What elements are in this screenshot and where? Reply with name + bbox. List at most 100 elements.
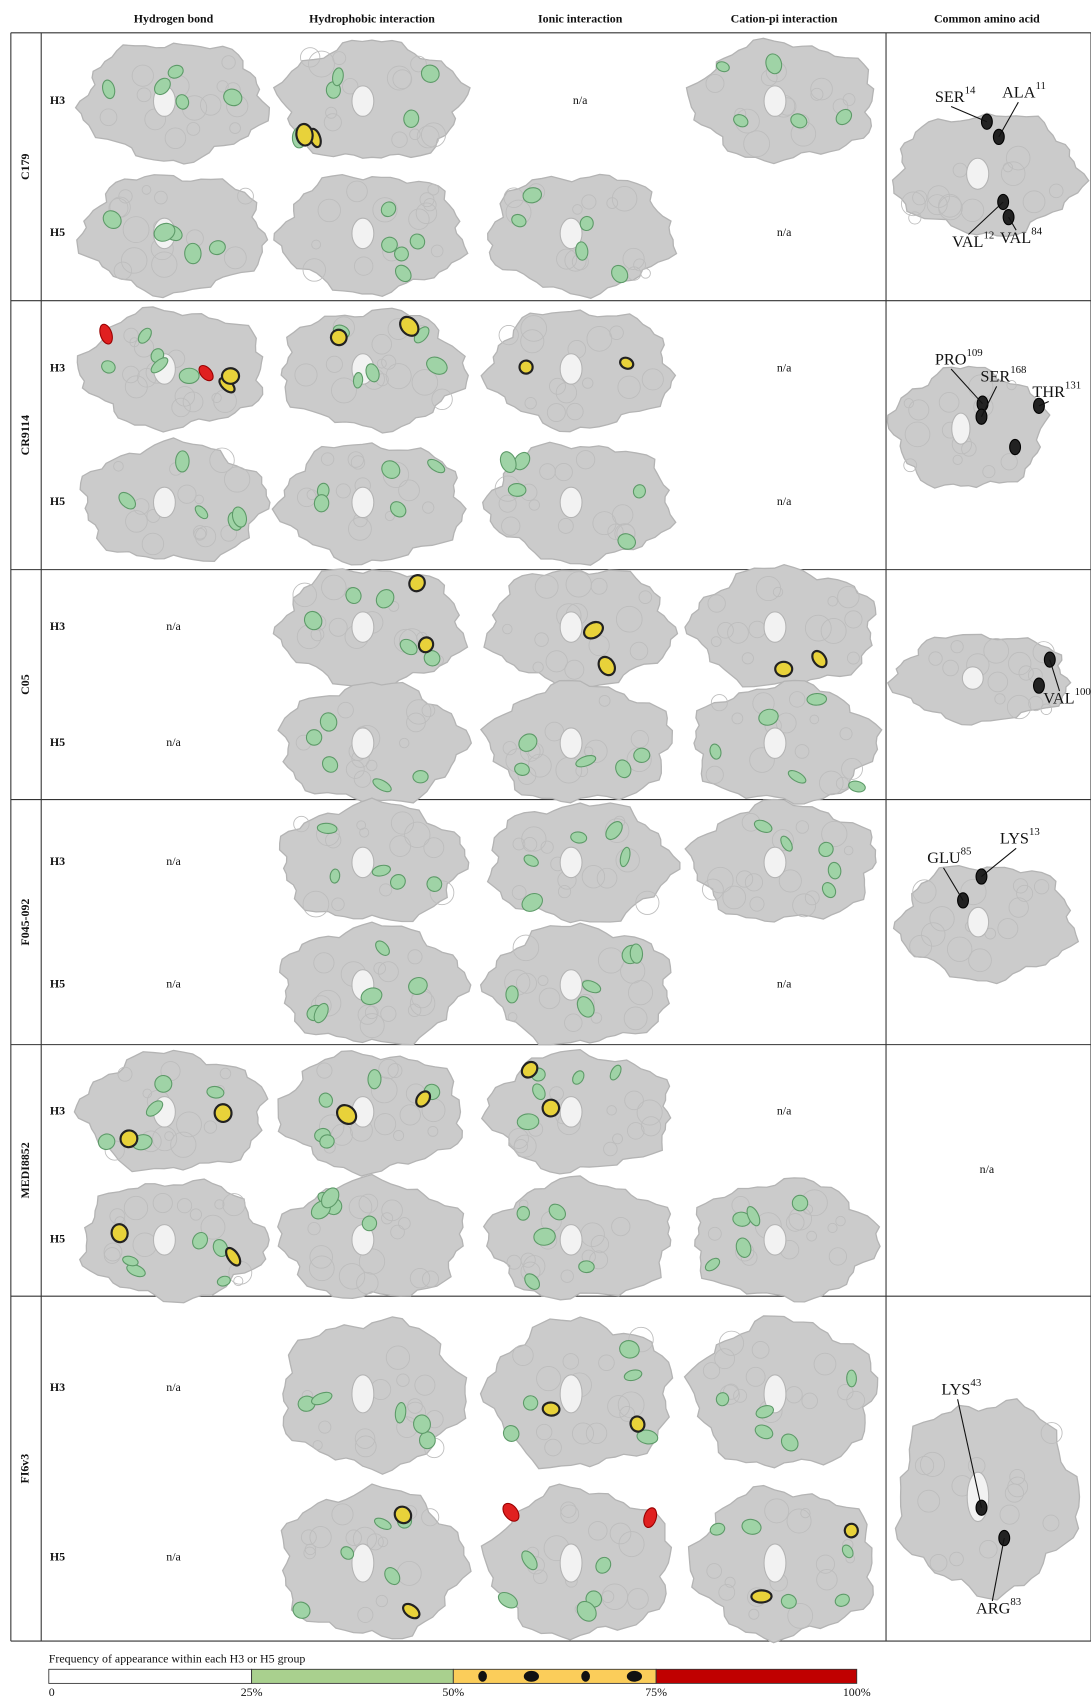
column-header: Hydrogen bond — [134, 12, 214, 26]
residue-label: THR131 — [1032, 380, 1081, 401]
pocket — [968, 907, 989, 937]
protein-surface — [888, 634, 1071, 725]
protein-surface — [76, 43, 270, 164]
residue-spot — [844, 1523, 859, 1538]
residue-spot — [542, 1402, 560, 1417]
surface — [695, 1178, 880, 1302]
protein-surface — [80, 1179, 269, 1303]
legend-tick: 50% — [442, 1685, 464, 1699]
residue-spot — [792, 1195, 808, 1211]
na-text: n/a — [166, 1549, 181, 1563]
antibody-name: CR9114 — [18, 415, 32, 455]
protein-surface — [77, 307, 262, 432]
na-text: n/a — [980, 1162, 995, 1176]
residue-number: 131 — [1065, 380, 1081, 392]
pocket — [560, 728, 582, 758]
protein-surface — [895, 1399, 1079, 1600]
protein-surface — [484, 1176, 671, 1300]
na-text: n/a — [166, 977, 181, 991]
residue-spot — [519, 360, 534, 375]
protein-surface — [77, 175, 268, 298]
pocket — [764, 86, 786, 116]
protein-surface — [484, 570, 677, 691]
pocket — [352, 487, 374, 517]
residue-spot — [175, 451, 189, 473]
pocket — [560, 970, 582, 1000]
protein-surface — [482, 1050, 671, 1174]
legend-tick: 0 — [49, 1685, 55, 1699]
residue-number: 14 — [965, 85, 976, 97]
protein-surface — [481, 681, 673, 803]
protein-surface — [274, 175, 468, 297]
protein-surface — [887, 366, 1049, 488]
pocket — [352, 1544, 374, 1582]
legend-segment — [252, 1669, 454, 1683]
surface — [280, 922, 471, 1045]
residue-name: THR — [1032, 383, 1065, 401]
residue-spot — [775, 662, 792, 676]
protein-surface — [893, 113, 1089, 236]
protein-surface — [488, 803, 680, 923]
residue-spot — [179, 368, 199, 384]
pocket — [764, 1225, 786, 1255]
common-residue — [981, 114, 992, 129]
residue-spot — [579, 1261, 595, 1273]
residue-number: 85 — [961, 846, 972, 858]
residue-spot — [506, 986, 519, 1003]
residue-label: ARG83 — [976, 1597, 1021, 1618]
surface — [488, 803, 680, 923]
residue-spot — [413, 770, 428, 782]
residue-number: 83 — [1010, 1597, 1021, 1609]
residue-number: 168 — [1010, 365, 1026, 377]
protein-surface — [281, 308, 468, 433]
residue-label: GLU85 — [927, 846, 971, 867]
pocket — [153, 487, 175, 517]
subtype-label: H5 — [50, 1549, 65, 1563]
pocket — [560, 354, 582, 384]
subtype-label: H3 — [50, 93, 65, 107]
pocket — [560, 847, 582, 877]
protein-surface — [481, 310, 675, 432]
residue-spot — [419, 1432, 435, 1449]
protein-surface — [689, 1486, 874, 1643]
residue-name: VAL — [952, 233, 983, 251]
residue-spot — [368, 1069, 381, 1088]
na-text: n/a — [573, 93, 588, 107]
protein-surface — [280, 922, 471, 1045]
pocket — [352, 218, 374, 248]
legend-dot — [478, 1671, 487, 1682]
na-text: n/a — [166, 1380, 181, 1394]
subtype-label: H5 — [50, 225, 65, 239]
residue-spot — [508, 483, 526, 497]
residue-name: VAL — [1043, 689, 1074, 707]
residue-label: SER14 — [935, 85, 976, 106]
pocket — [352, 612, 374, 642]
residue-name: ARG — [976, 1599, 1011, 1617]
residue-number: 11 — [1035, 81, 1045, 93]
na-text: n/a — [166, 619, 181, 633]
protein-surface — [283, 1317, 467, 1474]
subtype-label: H3 — [50, 854, 65, 868]
residue-label: VAL12 — [952, 230, 994, 251]
protein-surface — [488, 174, 677, 298]
na-text: n/a — [777, 1104, 792, 1118]
residue-number: 43 — [970, 1378, 981, 1390]
protein-surface — [74, 1050, 267, 1171]
subtype-label: H5 — [50, 735, 65, 749]
residue-name: SER — [935, 88, 965, 106]
pocket — [153, 1225, 175, 1255]
subtype-label: H3 — [50, 1380, 65, 1394]
residue-name: ALA — [1002, 83, 1036, 101]
column-header: Hydrophobic interaction — [309, 12, 435, 26]
residue-name: VAL — [1000, 229, 1031, 247]
protein-surface — [278, 1175, 464, 1299]
protein-surface — [481, 923, 671, 1045]
residue-label: LYS43 — [941, 1378, 981, 1399]
residue-label: VAL84 — [1000, 226, 1043, 247]
residue-label: SER168 — [980, 365, 1026, 386]
protein-surface — [80, 438, 270, 561]
pocket — [967, 158, 989, 189]
legend-segment — [656, 1669, 857, 1683]
residue-name: GLU — [927, 849, 961, 867]
protein-surface — [280, 798, 469, 921]
